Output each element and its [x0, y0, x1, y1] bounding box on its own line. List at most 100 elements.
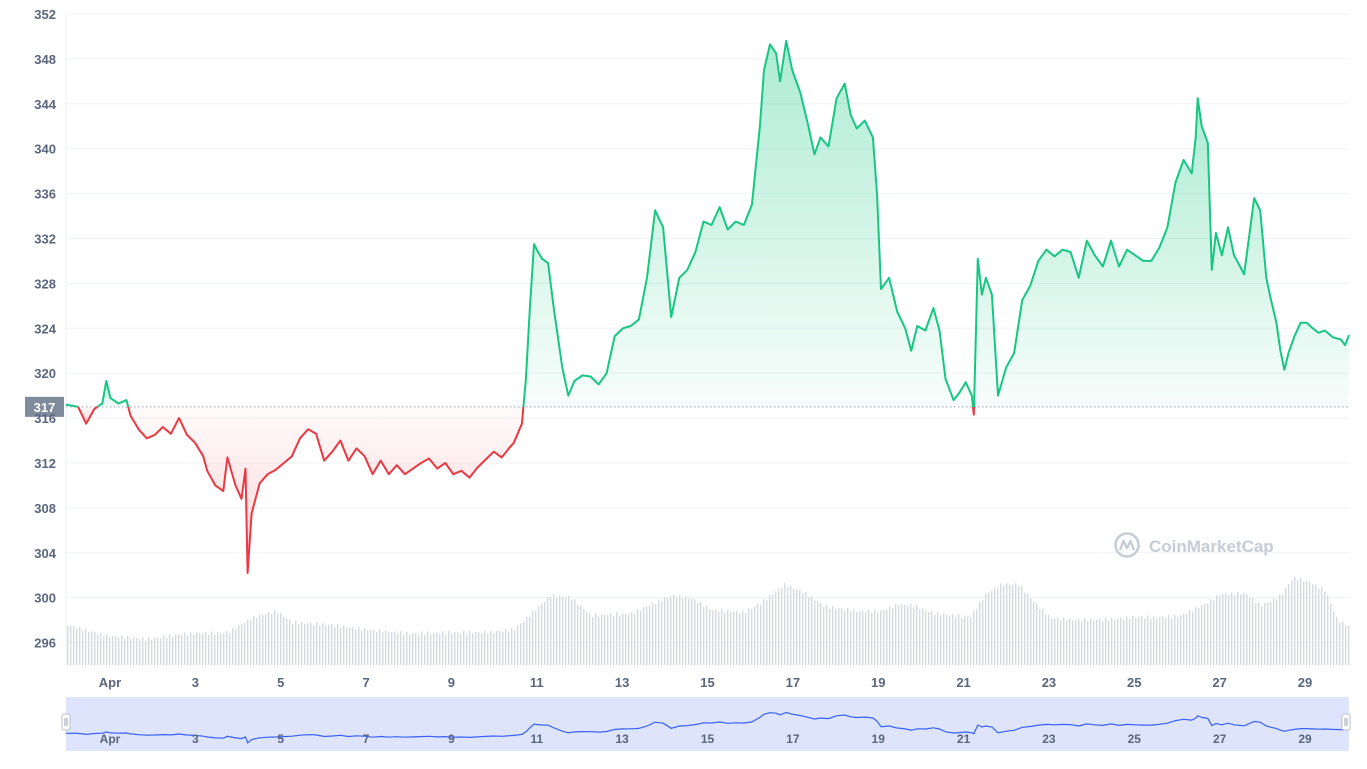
volume-bar — [454, 632, 456, 665]
volume-bar — [871, 612, 873, 665]
volume-bar — [1006, 583, 1008, 665]
volume-bar — [1015, 583, 1017, 665]
volume-bar — [880, 610, 882, 665]
navigator-handle-left[interactable] — [61, 713, 71, 731]
volume-bar — [637, 608, 639, 665]
volume-bar — [673, 594, 675, 665]
volume-bar — [481, 633, 483, 665]
volume-bar — [925, 610, 927, 665]
volume-bar — [694, 599, 696, 665]
volume-bar — [409, 634, 411, 665]
volume-bar — [88, 631, 90, 665]
volume-bar — [1171, 618, 1173, 665]
volume-bar — [277, 613, 279, 665]
volume-bar — [316, 622, 318, 665]
navigator-handle-right[interactable] — [1341, 713, 1351, 731]
volume-bar — [874, 609, 876, 665]
volume-bar — [283, 616, 285, 665]
volume-bar — [517, 625, 519, 665]
volume-bar — [1144, 618, 1146, 665]
volume-bar — [397, 633, 399, 665]
volume-bar — [937, 612, 939, 665]
volume-bar — [895, 603, 897, 665]
volume-bar — [790, 585, 792, 665]
volume-bar — [715, 609, 717, 665]
navigator[interactable]: Apr 3 5 7 9 11 13 15 17 19 21 23 25 27 29 — [61, 697, 1351, 751]
volume-bar — [982, 600, 984, 665]
volume-bar — [742, 610, 744, 665]
volume-bar — [1264, 603, 1266, 665]
volume-bar — [940, 615, 942, 665]
x-tick-label: 21 — [956, 675, 970, 690]
volume-bar — [1081, 621, 1083, 665]
volume-bar — [1285, 587, 1287, 665]
volume-bar — [1057, 617, 1059, 665]
volume-bar — [724, 612, 726, 665]
navigator-tick-label: 17 — [786, 732, 800, 746]
volume-bar — [475, 632, 477, 665]
volume-bar — [1009, 584, 1011, 665]
volume-bar — [499, 630, 501, 665]
y-tick-label: 316 — [34, 411, 56, 426]
volume-bar — [670, 596, 672, 665]
volume-bar — [244, 622, 246, 665]
volume-bar — [727, 609, 729, 665]
volume-bar — [1249, 597, 1251, 665]
volume-bar — [1306, 580, 1308, 665]
volume-bar — [490, 630, 492, 665]
volume-bar — [136, 638, 138, 665]
volume-bar — [1201, 605, 1203, 665]
x-tick-label: 7 — [362, 675, 369, 690]
volume-bar — [1291, 580, 1293, 665]
y-tick-label: 328 — [34, 276, 56, 291]
volume-bar — [295, 620, 297, 665]
x-tick-label: 11 — [530, 675, 544, 690]
volume-bar — [232, 627, 234, 665]
volume-bar — [289, 619, 291, 665]
volume-bar — [94, 632, 96, 665]
volume-bar — [943, 613, 945, 665]
volume-bar — [1237, 591, 1239, 665]
volume-bar — [1300, 577, 1302, 665]
volume-bar — [1090, 618, 1092, 665]
volume-bar — [1261, 606, 1263, 665]
volume-bar — [913, 607, 915, 665]
volume-bar — [781, 587, 783, 665]
volume-bar — [883, 610, 885, 665]
volume-bar — [1330, 603, 1332, 665]
volume-bar — [745, 613, 747, 665]
volume-bar — [67, 625, 69, 665]
volume-bar — [868, 609, 870, 665]
volume-bar — [1267, 601, 1269, 665]
volume-bar — [439, 633, 441, 665]
volume-bar — [697, 603, 699, 665]
volume-bar — [985, 593, 987, 665]
price-line-up — [96, 380, 130, 408]
volume-bar — [265, 614, 267, 665]
volume-bar — [652, 602, 654, 665]
volume-bar — [1255, 603, 1257, 665]
volume-bar — [1168, 615, 1170, 665]
volume-bar — [778, 588, 780, 665]
volume-bar — [613, 615, 615, 665]
volume-bar — [403, 634, 405, 665]
x-tick-label: 25 — [1127, 675, 1141, 690]
volume-bar — [562, 596, 564, 665]
volume-bar — [1279, 594, 1281, 665]
volume-bar — [565, 597, 567, 665]
volume-bar — [706, 605, 708, 665]
volume-bar — [826, 605, 828, 665]
volume-bar — [640, 610, 642, 665]
volume-bar — [976, 609, 978, 665]
volume-bar — [193, 634, 195, 665]
volume-bar — [460, 633, 462, 665]
volume-bar — [250, 620, 252, 665]
volume-bar — [442, 631, 444, 665]
volume-bar — [1021, 585, 1023, 665]
volume-bar — [382, 632, 384, 665]
volume-bar — [1060, 620, 1062, 665]
volume-bar — [1156, 618, 1158, 665]
volume-bar — [676, 597, 678, 665]
volume-bar — [1078, 619, 1080, 665]
volume-bar — [241, 624, 243, 665]
